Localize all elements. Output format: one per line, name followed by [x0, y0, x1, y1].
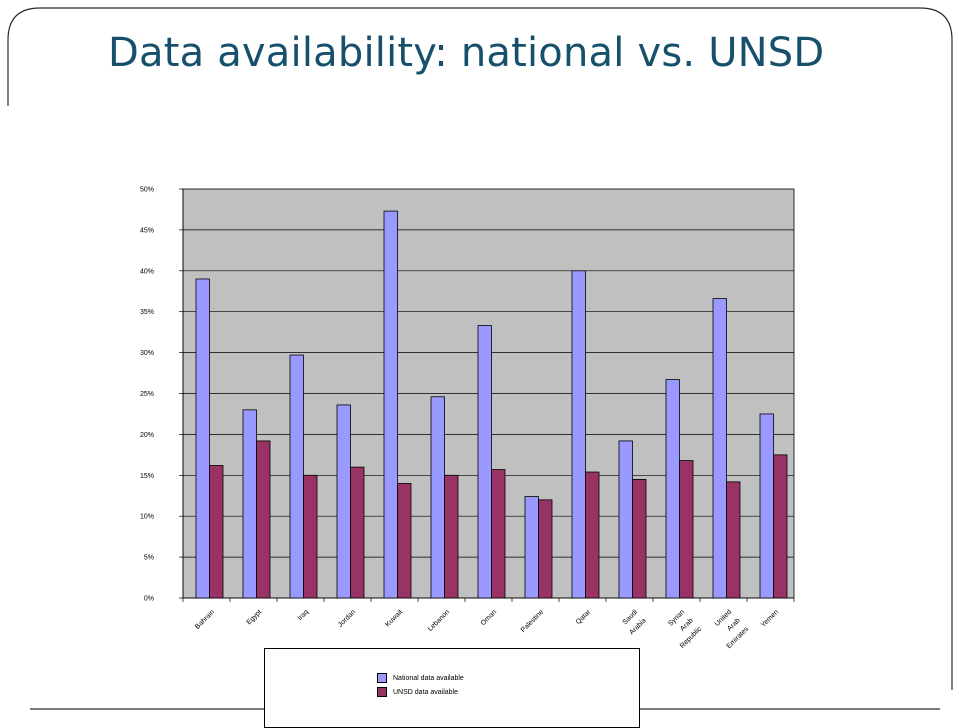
x-tick-label: Bahrain	[194, 609, 216, 631]
bar-national	[571, 270, 586, 599]
y-tick-label: 0%	[144, 596, 154, 603]
x-tick-label: Jordan	[337, 609, 357, 629]
bar-national	[195, 278, 210, 599]
y-tick-label: 10%	[140, 514, 154, 521]
x-tick-label: Kuwait	[384, 609, 404, 629]
y-tick-label: 30%	[140, 350, 154, 357]
x-tick-label: Egypt	[246, 609, 264, 627]
legend-label-national: National data available	[393, 674, 464, 682]
y-tick-label: 40%	[140, 268, 154, 275]
bar-national	[383, 210, 398, 599]
bar-unsd	[209, 465, 224, 599]
bar-national	[289, 354, 304, 599]
bar-national	[618, 440, 633, 599]
bar-national	[524, 496, 539, 599]
x-tick-label-line: Bahrain	[194, 609, 216, 631]
slide-title: Data availability: national vs. UNSD	[108, 30, 825, 76]
x-tick-label-line: Lebanon	[427, 609, 451, 633]
x-tick-label-line: Jordan	[337, 609, 357, 629]
bar-unsd	[773, 454, 788, 599]
bar-unsd	[350, 466, 365, 599]
bar-national	[665, 379, 680, 599]
bar-unsd	[585, 471, 600, 599]
bar-national	[242, 409, 257, 599]
y-tick-label: 25%	[140, 391, 154, 398]
chart-legend: National data available UNSD data availa…	[264, 648, 640, 728]
bar-national	[430, 396, 445, 599]
bar-national	[712, 298, 727, 599]
bar-national	[336, 404, 351, 599]
bar-unsd	[397, 483, 412, 599]
bar-unsd	[632, 478, 647, 599]
bar-national	[477, 325, 492, 599]
legend-swatch-national	[377, 673, 387, 683]
x-tick-label: Iraq	[297, 609, 311, 623]
legend-swatch-unsd	[377, 687, 387, 697]
legend-item-unsd: UNSD data available	[377, 687, 458, 697]
bar-unsd	[679, 460, 694, 599]
bar-unsd	[303, 474, 318, 599]
bar-national	[759, 413, 774, 599]
y-tick-label: 45%	[140, 227, 154, 234]
x-tick-label-line: Palestine	[520, 609, 545, 634]
bar-unsd	[491, 469, 506, 599]
y-tick-label: 20%	[140, 432, 154, 439]
x-tick-label: Lebanon	[427, 609, 451, 633]
legend-item-national: National data available	[377, 673, 464, 683]
bar-unsd	[538, 499, 553, 599]
x-tick-label: Yemen	[760, 609, 780, 629]
y-tick-label: 35%	[140, 309, 154, 316]
x-tick-label: Qatar	[575, 608, 593, 626]
x-tick-label-line: Oman	[480, 609, 499, 628]
x-tick-label: Oman	[480, 609, 499, 628]
y-tick-label: 5%	[144, 555, 154, 562]
x-tick-label-line: Yemen	[760, 609, 780, 629]
bar-unsd	[726, 481, 741, 599]
bar-unsd	[256, 440, 271, 599]
x-tick-label-line: Kuwait	[384, 609, 404, 629]
x-tick-label-line: Qatar	[575, 608, 593, 626]
x-tick-label-line: Egypt	[246, 609, 264, 627]
legend-label-unsd: UNSD data available	[393, 688, 458, 696]
x-tick-label-line: Iraq	[297, 609, 311, 623]
y-tick-label: 15%	[140, 473, 154, 480]
y-tick-label: 50%	[140, 187, 154, 194]
bar-unsd	[444, 474, 459, 599]
x-tick-label: Palestine	[520, 609, 545, 634]
